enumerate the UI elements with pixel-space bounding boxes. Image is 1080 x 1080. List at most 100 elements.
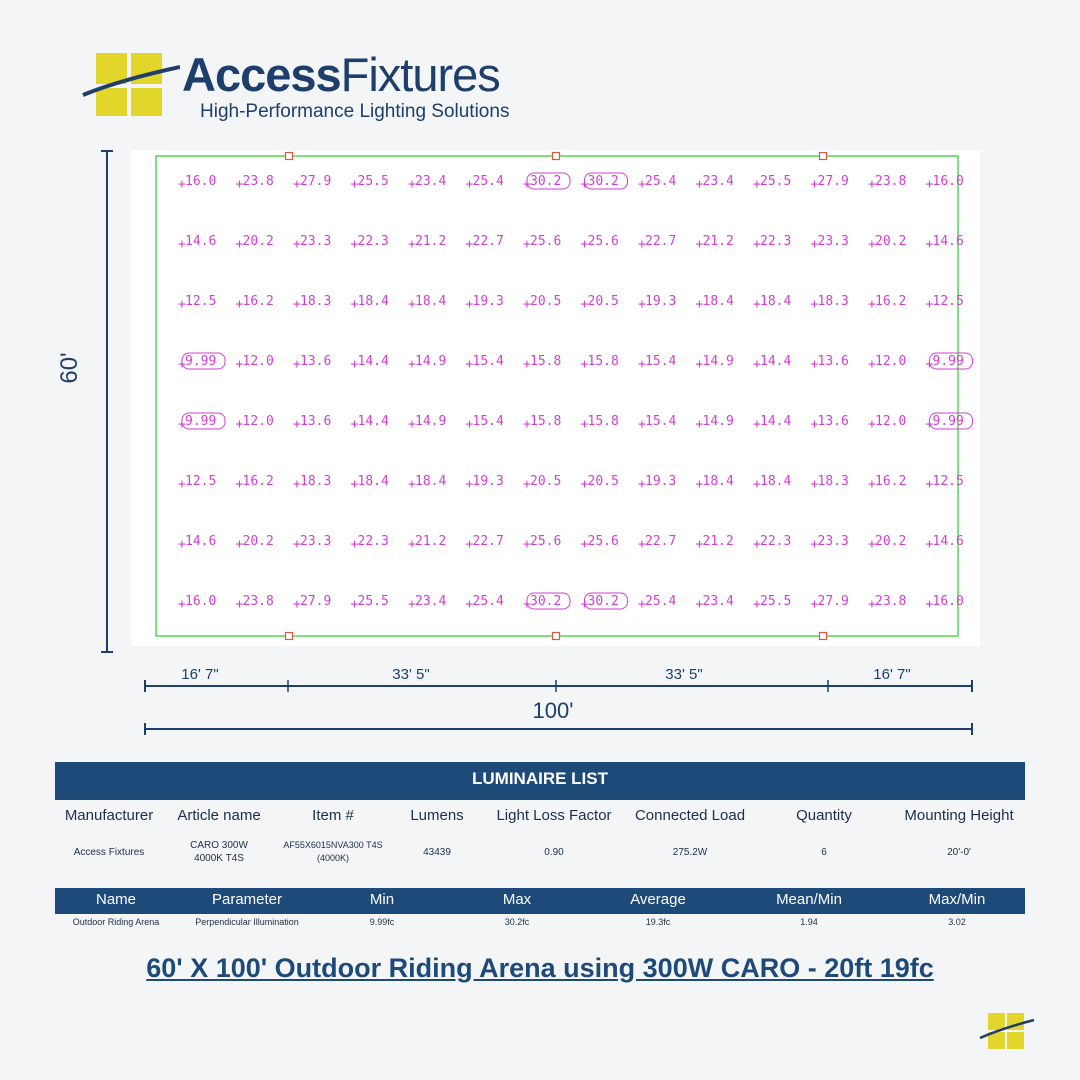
window-logo-icon: [82, 53, 180, 116]
illuminance-value: 14.4: [358, 354, 389, 369]
illuminance-value: 18.4: [703, 294, 734, 309]
grid-point-marker: +: [523, 417, 531, 432]
illuminance-value: 22.3: [760, 534, 791, 549]
grid-point-marker: +: [236, 417, 244, 432]
illuminance-value: 23.4: [703, 174, 734, 189]
grid-point-marker: +: [408, 477, 416, 492]
page-title: 60' X 100' Outdoor Riding Arena using 30…: [146, 953, 934, 983]
illuminance-value: 23.3: [300, 234, 331, 249]
col-manufacturer: Manufacturer: [64, 807, 154, 824]
grid-point-marker: +: [696, 417, 704, 432]
grid-point-marker: +: [178, 477, 186, 492]
illuminance-value: 22.7: [645, 234, 676, 249]
illuminance-value: 12.5: [933, 474, 964, 489]
grid-point-marker: +: [696, 597, 704, 612]
val-article-name: CARO 300W 4000K T4S: [190, 840, 248, 864]
grid-point-marker: +: [523, 357, 531, 372]
brand-tagline: High-Performance Lighting Solutions: [200, 101, 510, 122]
col-item-number: Item #: [312, 807, 354, 824]
grid-point-marker: +: [638, 357, 646, 372]
illuminance-value: 12.0: [243, 414, 274, 429]
illuminance-value: 15.8: [588, 414, 619, 429]
fixtures: [284, 151, 828, 641]
grid-point-marker: +: [638, 177, 646, 192]
grid-point-marker: +: [696, 177, 704, 192]
illuminance-value: 20.5: [588, 474, 619, 489]
illuminance-value: 18.4: [703, 474, 734, 489]
grid-point-marker: +: [408, 537, 416, 552]
grid-point-marker: +: [466, 357, 474, 372]
illuminance-value: 18.3: [818, 474, 849, 489]
grid-point-marker: +: [408, 417, 416, 432]
illuminance-value: 19.3: [473, 474, 504, 489]
illuminance-value: 25.4: [645, 174, 676, 189]
grid-point-marker: +: [581, 537, 589, 552]
grid-point-marker: +: [696, 357, 704, 372]
val-mean-min: 1.94: [800, 917, 818, 927]
grid-point-marker: +: [466, 237, 474, 252]
grid-point-marker: +: [236, 297, 244, 312]
illuminance-value: 21.2: [415, 234, 446, 249]
illuminance-value: 14.6: [933, 234, 964, 249]
col-lumens: Lumens: [410, 807, 464, 824]
col-light-loss-factor: Light Loss Factor: [496, 807, 612, 824]
summary-header-row: Name Parameter Min Max Average Mean/Min …: [55, 888, 1025, 914]
col-name: Name: [95, 891, 136, 908]
grid-point-marker: +: [408, 357, 416, 372]
illuminance-value: 12.0: [875, 354, 906, 369]
illuminance-value: 9.99: [933, 414, 964, 429]
illuminance-value: 14.9: [415, 354, 446, 369]
col-mean-min: Mean/Min: [776, 891, 842, 908]
illuminance-value: 22.7: [473, 234, 504, 249]
grid-point-marker: +: [811, 477, 819, 492]
grid-point-marker: +: [811, 297, 819, 312]
grid-point-marker: +: [638, 417, 646, 432]
grid-point-marker: +: [293, 297, 301, 312]
grid-point-marker: +: [811, 177, 819, 192]
grid-point-marker: +: [466, 537, 474, 552]
illuminance-value: 27.9: [300, 594, 331, 609]
illuminance-value: 27.9: [300, 174, 331, 189]
illuminance-value: 16.2: [243, 294, 274, 309]
extreme-value-outline: [526, 172, 571, 190]
illuminance-value: 23.8: [875, 174, 906, 189]
illuminance-value: 30.2: [530, 174, 561, 189]
illuminance-value: 19.3: [645, 294, 676, 309]
grid-point-marker: +: [523, 237, 531, 252]
val-manufacturer: Access Fixtures: [73, 846, 145, 858]
illuminance-value: 25.6: [588, 534, 619, 549]
segment-label-4: 16' 7": [873, 666, 910, 683]
grid-point-marker: +: [178, 237, 186, 252]
illuminance-value: 30.2: [530, 594, 561, 609]
grid-point-marker: +: [178, 297, 186, 312]
illuminance-value: 18.4: [358, 294, 389, 309]
illuminance-value: 23.8: [243, 174, 274, 189]
grid-point-marker: +: [351, 177, 359, 192]
illuminance-value: 16.0: [933, 174, 964, 189]
grid-point-marker: +: [236, 477, 244, 492]
extreme-value-outline: [181, 352, 226, 370]
grid-point-marker: +: [351, 237, 359, 252]
grid-point-marker: +: [236, 177, 244, 192]
grid-point-marker: +: [811, 597, 819, 612]
illuminance-value: 15.4: [645, 354, 676, 369]
grid-point-marker: +: [293, 357, 301, 372]
grid-point-marker: +: [868, 297, 876, 312]
illuminance-value: 20.5: [588, 294, 619, 309]
grid-point-marker: +: [753, 477, 761, 492]
grid-point-marker: +: [753, 417, 761, 432]
illuminance-value: 23.3: [300, 534, 331, 549]
illuminance-value: 23.4: [703, 594, 734, 609]
illuminance-value: 18.4: [760, 294, 791, 309]
grid-point-marker: +: [753, 597, 761, 612]
luminaire-list-heading: LUMINAIRE LIST: [55, 762, 1025, 800]
illuminance-value: 25.5: [760, 594, 791, 609]
grid-point-marker: +: [926, 597, 934, 612]
grid-point-marker: +: [293, 237, 301, 252]
val-connected-load: 275.2W: [672, 846, 708, 858]
illuminance-value: 19.3: [645, 474, 676, 489]
illuminance-value: 13.6: [818, 414, 849, 429]
illuminance-value: 25.5: [358, 594, 389, 609]
grid-point-marker: +: [696, 237, 704, 252]
grid-point-marker: +: [581, 417, 589, 432]
